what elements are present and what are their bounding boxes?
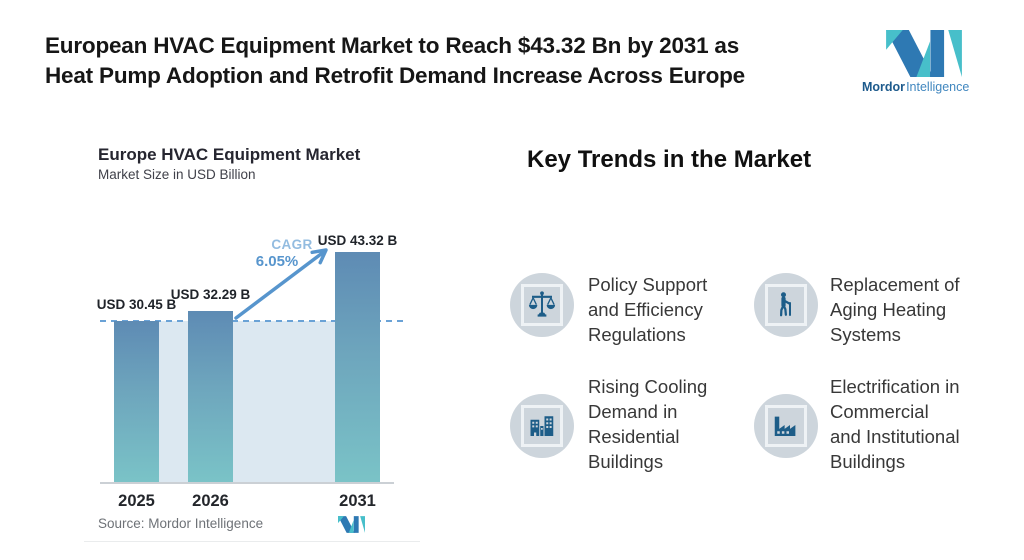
trend-line: Rising Cooling xyxy=(588,376,708,397)
trend-item-cooling-demand: Rising Cooling Demand in Residential Bui… xyxy=(588,374,707,474)
bar-value-label: USD 43.32 B xyxy=(317,233,398,248)
chart-title: Europe HVAC Equipment Market xyxy=(98,145,361,164)
icon-frame xyxy=(521,284,563,326)
buildings-icon xyxy=(530,416,554,436)
x-axis-tick-label: 2025 xyxy=(118,492,155,510)
trend-item-electrification: Electrification in Commercial and Instit… xyxy=(830,374,960,474)
balance-scale-icon xyxy=(528,291,556,317)
trend-icon-circle-cooling xyxy=(510,394,574,458)
trend-icon-circle-replacement xyxy=(754,273,818,337)
section-divider xyxy=(84,541,420,542)
mordor-intelligence-logo-icon xyxy=(886,30,962,77)
trend-line: Replacement of xyxy=(830,274,960,295)
elderly-person-icon xyxy=(780,292,791,317)
bar-value-label: USD 30.45 B xyxy=(96,297,177,312)
trend-icon-circle-policy xyxy=(510,273,574,337)
reference-dashed-line xyxy=(100,319,408,323)
icon-frame xyxy=(521,405,563,447)
trend-line: Residential xyxy=(588,426,680,447)
chart-subtitle: Market Size in USD Billion xyxy=(98,167,256,182)
page-title-line2: Heat Pump Adoption and Retrofit Demand I… xyxy=(45,63,745,88)
growth-arrow-icon xyxy=(234,248,328,320)
trend-line: Electrification in xyxy=(830,376,960,397)
trend-line: Policy Support xyxy=(588,274,708,295)
x-axis-tick-label: 2026 xyxy=(192,492,229,510)
page-title-line1: European HVAC Equipment Market to Reach … xyxy=(45,33,740,58)
trend-line: Commercial xyxy=(830,401,929,422)
bar-2025 xyxy=(114,320,159,482)
cagr-value: 6.05% xyxy=(255,253,299,270)
trend-item-replacement: Replacement of Aging Heating Systems xyxy=(830,272,960,347)
brand-wordmark: MordorIntelligence xyxy=(862,80,972,94)
trend-line: Systems xyxy=(830,324,901,345)
x-axis-line xyxy=(100,482,394,484)
trend-line: Aging Heating xyxy=(830,299,947,320)
icon-frame xyxy=(765,284,807,326)
trend-icon-circle-electrification xyxy=(754,394,818,458)
bar-2026 xyxy=(188,310,233,482)
brand-name-bold: Mordor xyxy=(862,80,906,94)
trend-item-policy-support: Policy Support and Efficiency Regulation… xyxy=(588,272,707,347)
cagr-label: CAGR xyxy=(271,237,313,252)
factory-icon xyxy=(774,416,796,436)
source-attribution: Source: Mordor Intelligence xyxy=(98,516,264,531)
trend-line: Regulations xyxy=(588,324,686,345)
trend-line: and Efficiency xyxy=(588,299,703,320)
bar-chart: USD 30.45 B 2025 USD 32.29 B 2026 USD 43.32 … xyxy=(0,0,430,560)
bar-value-label: USD 32.29 B xyxy=(170,287,251,302)
trend-line: and Institutional xyxy=(830,426,960,447)
mordor-intelligence-mini-logo-icon xyxy=(338,516,365,533)
page-title: European HVAC Equipment Market to Reach … xyxy=(45,31,865,91)
trend-line: Buildings xyxy=(588,451,664,472)
brand-name-light: Intelligence xyxy=(906,80,970,94)
bar-2031 xyxy=(335,252,380,482)
trend-line: Buildings xyxy=(830,451,906,472)
x-axis-tick-label: 2031 xyxy=(339,492,376,510)
trends-heading: Key Trends in the Market xyxy=(527,146,812,173)
icon-frame xyxy=(765,405,807,447)
trend-line: Demand in xyxy=(588,401,678,422)
